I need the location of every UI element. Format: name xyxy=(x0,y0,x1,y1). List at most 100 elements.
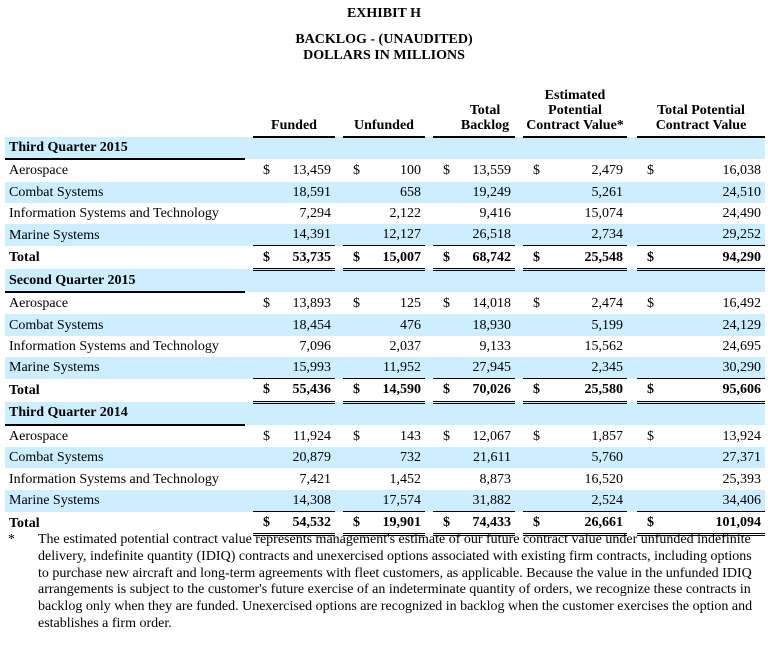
value-cell: 25,548 xyxy=(543,245,627,271)
value-cell: 20,879 xyxy=(273,447,335,469)
section-header-row: Third Quarter 2015 xyxy=(5,137,765,161)
dollar-sign: $ xyxy=(637,245,657,271)
spacer xyxy=(335,159,343,181)
value-cell: 14,391 xyxy=(273,224,335,246)
dollar-sign: $ xyxy=(433,378,453,404)
dollar-sign xyxy=(343,203,363,224)
subtitle-backlog: BACKLOG - (UNAUDITED) xyxy=(295,32,473,47)
dollar-sign xyxy=(433,203,453,224)
dollar-sign: $ xyxy=(533,162,540,178)
dollar-sign: $ xyxy=(353,428,360,444)
section-header-row: Third Quarter 2014 xyxy=(5,402,765,426)
table-row: Aerospace $13,459 $100 $13,559 $2,479 $16,038 xyxy=(5,159,765,181)
spacer xyxy=(515,356,523,379)
footnote: * The estimated potential contract value… xyxy=(8,532,760,633)
spacer xyxy=(515,159,523,181)
total-row: Total $55,436 $14,590 $70,026 $25,580 $95,606 xyxy=(5,378,765,404)
dollar-sign xyxy=(523,468,543,489)
dollar-sign: $ xyxy=(253,511,273,537)
spacer xyxy=(627,292,637,314)
value-cell: 100 xyxy=(400,162,421,178)
dollar-sign xyxy=(637,224,657,246)
dollar-sign: $ xyxy=(343,245,363,271)
dollar-sign: $ xyxy=(253,245,273,271)
spacer xyxy=(627,447,637,469)
dollar-sign xyxy=(343,314,363,336)
value-cell: 19,249 xyxy=(453,181,515,203)
dollar-sign: $ xyxy=(263,428,270,444)
dollar-sign xyxy=(343,224,363,246)
value-cell: 74,433 xyxy=(453,511,515,537)
value-cell: 11,924 xyxy=(293,428,331,444)
value-cell: 25,580 xyxy=(543,378,627,404)
dollar-sign xyxy=(253,468,273,489)
spacer xyxy=(627,425,637,447)
row-label: Aerospace xyxy=(9,429,69,444)
row-label: Total xyxy=(9,515,40,531)
value-cell: 30,290 xyxy=(657,356,765,379)
value-cell: 13,559 xyxy=(472,162,512,178)
spacer xyxy=(627,379,637,402)
dollar-sign xyxy=(637,489,657,512)
spacer xyxy=(627,159,637,181)
spacer xyxy=(245,425,253,447)
dollar-sign xyxy=(343,468,363,489)
dollar-sign xyxy=(343,336,363,357)
dollar-sign xyxy=(637,356,657,379)
row-label: Information Systems and Technology xyxy=(9,338,219,354)
value-cell: 7,421 xyxy=(299,471,332,487)
dollar-sign: $ xyxy=(253,378,273,404)
value-cell: 16,520 xyxy=(584,471,624,487)
dollar-sign: $ xyxy=(533,428,540,444)
dollar-sign xyxy=(523,336,543,357)
spacer xyxy=(245,356,253,379)
section-title: Third Quarter 2015 xyxy=(5,137,245,161)
table-row: Information Systems and Technology 7,096 2… xyxy=(5,336,765,357)
dollar-sign xyxy=(253,336,273,357)
spacer xyxy=(515,468,523,489)
value-cell: 125 xyxy=(400,295,421,311)
spacer xyxy=(245,159,253,181)
value-cell: 7,294 xyxy=(299,206,332,222)
row-label: Marine Systems xyxy=(5,224,245,246)
spacer xyxy=(335,181,343,203)
value-cell: 1,452 xyxy=(389,471,422,487)
spacer xyxy=(425,246,433,269)
backlog-table: Funded Unfunded Total Backlog Estimated … xyxy=(5,88,765,537)
col-header-unfunded: Unfunded xyxy=(343,88,425,138)
dollar-sign xyxy=(433,489,453,512)
table-row: Marine Systems 14,391 12,127 26,518 2,734 29,… xyxy=(5,224,765,246)
dollar-sign: $ xyxy=(433,245,453,271)
dollar-sign xyxy=(523,224,543,246)
dollar-sign: $ xyxy=(343,511,363,537)
spacer xyxy=(335,203,343,224)
dollar-sign xyxy=(343,447,363,469)
value-cell: 15,007 xyxy=(363,245,425,271)
value-cell: 2,345 xyxy=(543,356,627,379)
spacer xyxy=(515,292,523,314)
value-cell: 19,901 xyxy=(363,511,425,537)
spacer xyxy=(515,447,523,469)
value-cell: 12,127 xyxy=(363,224,425,246)
dollar-sign xyxy=(253,489,273,512)
value-cell: 16,038 xyxy=(722,162,762,178)
dollar-sign xyxy=(637,447,657,469)
value-cell: 9,133 xyxy=(479,338,512,354)
dollar-sign: $ xyxy=(353,295,360,311)
dollar-sign: $ xyxy=(263,162,270,178)
value-cell: 1,857 xyxy=(591,428,624,444)
dollar-sign xyxy=(433,336,453,357)
dollar-sign: $ xyxy=(433,511,453,537)
value-cell: 13,459 xyxy=(292,162,332,178)
table-row: Combat Systems 18,454 476 18,930 5,199 24,129 xyxy=(5,314,765,336)
row-label: Marine Systems xyxy=(5,356,245,379)
section-fill xyxy=(245,137,765,160)
spacer xyxy=(515,379,523,402)
dollar-sign: $ xyxy=(263,295,270,311)
dollar-sign: $ xyxy=(533,295,540,311)
dollar-sign xyxy=(637,181,657,203)
table-row: Combat Systems 18,591 658 19,249 5,261 24,510 xyxy=(5,181,765,203)
value-cell: 70,026 xyxy=(453,378,515,404)
spacer xyxy=(627,468,637,489)
row-label: Aerospace xyxy=(9,163,69,179)
